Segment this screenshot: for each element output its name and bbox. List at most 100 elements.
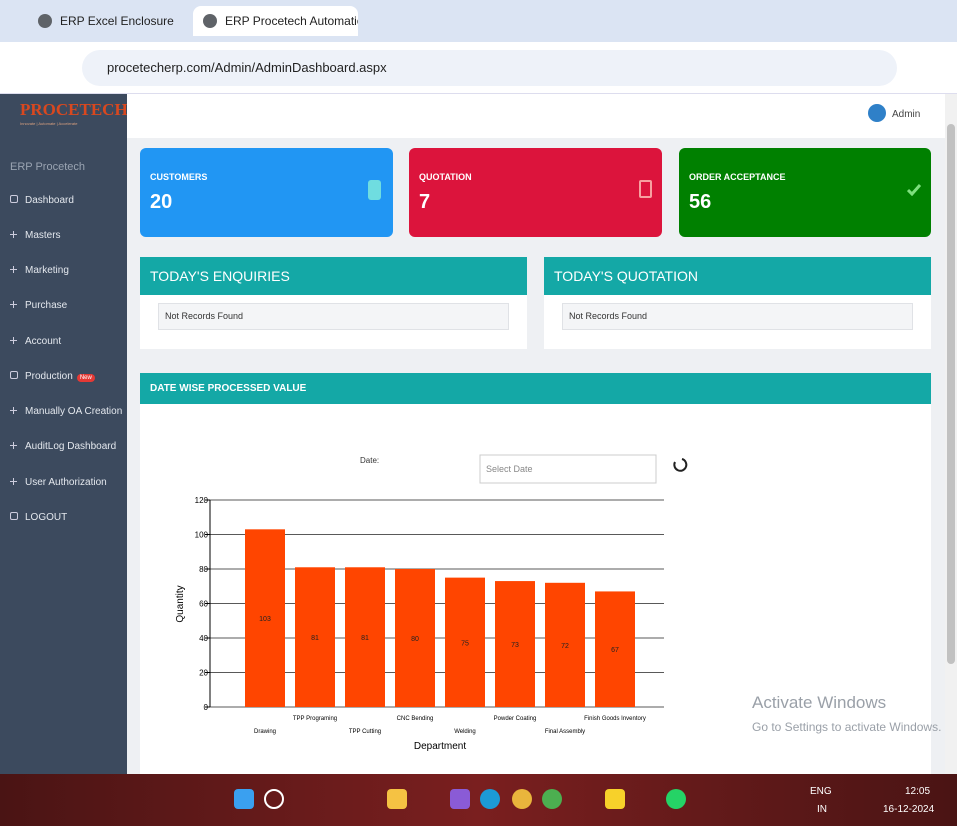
bar bbox=[445, 577, 485, 707]
menu-label: Masters bbox=[25, 230, 61, 241]
data-label: 81 bbox=[311, 635, 319, 642]
region[interactable]: IN bbox=[817, 804, 827, 815]
x-tick-label: Final Assembly bbox=[545, 729, 585, 735]
card-value: 7 bbox=[419, 191, 431, 213]
x-tick-label: Drawing bbox=[254, 729, 276, 735]
menu-item[interactable]: User Authorization bbox=[10, 477, 107, 488]
tab-title: ERP Excel Enclosure bbox=[60, 14, 174, 28]
data-label: 75 bbox=[461, 640, 469, 647]
panel: TODAY'S ENQUIRIES Not Records Found bbox=[140, 257, 527, 349]
card: CUSTOMERS 20 bbox=[140, 148, 393, 237]
app-icon[interactable] bbox=[450, 789, 470, 809]
card-value: 20 bbox=[150, 191, 173, 213]
logo: PROCETECH Innovate | Automate | Accelera… bbox=[0, 94, 128, 138]
x-tick-label: TPP Programing bbox=[293, 716, 337, 722]
app-icon[interactable] bbox=[605, 789, 625, 809]
menu-item[interactable]: Marketing bbox=[10, 265, 69, 276]
bar bbox=[545, 582, 585, 707]
user-avatar[interactable] bbox=[868, 104, 886, 122]
logo-text: PROCETECH bbox=[20, 100, 128, 119]
menu-label: LOGOUT bbox=[25, 512, 68, 523]
menu-label: AuditLog Dashboard bbox=[25, 441, 117, 452]
x-tick-label: Finish Goods Inventory bbox=[584, 716, 646, 722]
data-label: 72 bbox=[561, 643, 569, 650]
menu-item[interactable]: Manually OA Creation bbox=[10, 406, 122, 417]
x-tick-label: Powder Coating bbox=[494, 716, 537, 722]
x-tick-label: Welding bbox=[454, 729, 476, 735]
menu-item[interactable]: Account bbox=[10, 336, 61, 347]
app-icon[interactable] bbox=[666, 789, 686, 809]
panel: TODAY'S QUOTATION Not Records Found bbox=[544, 257, 931, 349]
menu-label: Dashboard bbox=[25, 195, 74, 206]
bar bbox=[245, 529, 285, 707]
card-label: CUSTOMERS bbox=[150, 172, 208, 182]
y-tick-label: 40 bbox=[199, 634, 208, 643]
bar bbox=[295, 567, 335, 707]
date-input[interactable] bbox=[479, 454, 657, 484]
card: ORDER ACCEPTANCE 56 bbox=[679, 148, 931, 237]
clock-date[interactable]: 16-12-2024 bbox=[883, 804, 935, 815]
top-header: Admin bbox=[127, 94, 945, 138]
panel-title: TODAY'S ENQUIRIES bbox=[140, 257, 527, 295]
tab[interactable]: ERP Excel Enclosure bbox=[28, 6, 193, 36]
data-label: 80 bbox=[411, 636, 419, 643]
data-label: 67 bbox=[611, 647, 619, 654]
watermark-title: Activate Windows bbox=[752, 693, 887, 712]
date-label: Date: bbox=[360, 456, 379, 465]
language[interactable]: ENG bbox=[810, 786, 832, 797]
app-icon[interactable] bbox=[387, 789, 407, 809]
app-icon[interactable] bbox=[542, 789, 562, 809]
y-tick-label: 100 bbox=[195, 531, 209, 540]
menu-item[interactable]: Purchase bbox=[10, 300, 67, 311]
y-tick-label: 20 bbox=[199, 669, 208, 678]
y-axis-label: Quantity bbox=[175, 585, 186, 622]
app-icon[interactable] bbox=[480, 789, 500, 809]
x-axis-label: Department bbox=[414, 741, 466, 752]
watermark-subtitle: Go to Settings to activate Windows. bbox=[752, 720, 942, 734]
card-label: QUOTATION bbox=[419, 172, 472, 182]
app-icon[interactable] bbox=[512, 789, 532, 809]
badge: New bbox=[76, 374, 95, 382]
bar bbox=[345, 567, 385, 707]
url-field[interactable]: procetecherp.com/Admin/AdminDashboard.as… bbox=[82, 50, 897, 86]
scrollbar[interactable] bbox=[945, 94, 957, 774]
bar bbox=[495, 581, 535, 707]
data-label: 103 bbox=[259, 616, 271, 623]
y-tick-label: 120 bbox=[195, 496, 209, 505]
card: QUOTATION 7 bbox=[409, 148, 662, 237]
y-tick-label: 80 bbox=[199, 565, 208, 574]
tab-active[interactable]: ERP Procetech Automation Pvt bbox=[193, 6, 358, 36]
panel-title: TODAY'S QUOTATION bbox=[544, 257, 931, 295]
menu-item[interactable]: Masters bbox=[10, 230, 61, 241]
taskbar: ENG IN 12:05 16-12-2024 bbox=[0, 774, 957, 826]
menu-item[interactable]: AuditLog Dashboard bbox=[10, 441, 116, 452]
panel-message: Not Records Found bbox=[562, 303, 913, 330]
menu-label: User Authorization bbox=[25, 477, 107, 488]
menu-label: Manually OA Creation bbox=[25, 406, 123, 417]
sidebar-heading: ERP Procetech bbox=[10, 161, 86, 173]
x-tick-label: CNC Bending bbox=[397, 716, 434, 722]
search-icon[interactable] bbox=[264, 789, 284, 809]
menu-item[interactable]: Dashboard bbox=[10, 195, 74, 206]
data-label: 73 bbox=[511, 642, 519, 649]
menu-label: Marketing bbox=[25, 265, 69, 276]
refresh-icon[interactable] bbox=[673, 458, 688, 472]
card-label: ORDER ACCEPTANCE bbox=[689, 172, 786, 182]
menu-item[interactable]: LOGOUT bbox=[10, 512, 67, 523]
user-name[interactable]: Admin bbox=[892, 109, 921, 120]
card-value: 56 bbox=[689, 191, 712, 213]
menu-label: Purchase bbox=[25, 300, 68, 311]
bar bbox=[395, 569, 435, 707]
panel-title: DATE WISE PROCESSED VALUE bbox=[140, 373, 931, 404]
y-tick-label: 60 bbox=[199, 600, 208, 609]
sidebar bbox=[0, 94, 127, 774]
clock-time[interactable]: 12:05 bbox=[905, 786, 931, 797]
start-button[interactable] bbox=[234, 789, 254, 809]
x-tick-label: TPP Cutting bbox=[349, 729, 381, 735]
chart: Date: Select Date Quantity Department 02… bbox=[175, 454, 688, 752]
menu-item[interactable]: Production New bbox=[10, 371, 95, 382]
date-placeholder: Select Date bbox=[486, 464, 533, 474]
tab-bar: ERP Excel Enclosure ERP Procetech Automa… bbox=[0, 0, 957, 42]
data-label: 81 bbox=[361, 635, 369, 642]
